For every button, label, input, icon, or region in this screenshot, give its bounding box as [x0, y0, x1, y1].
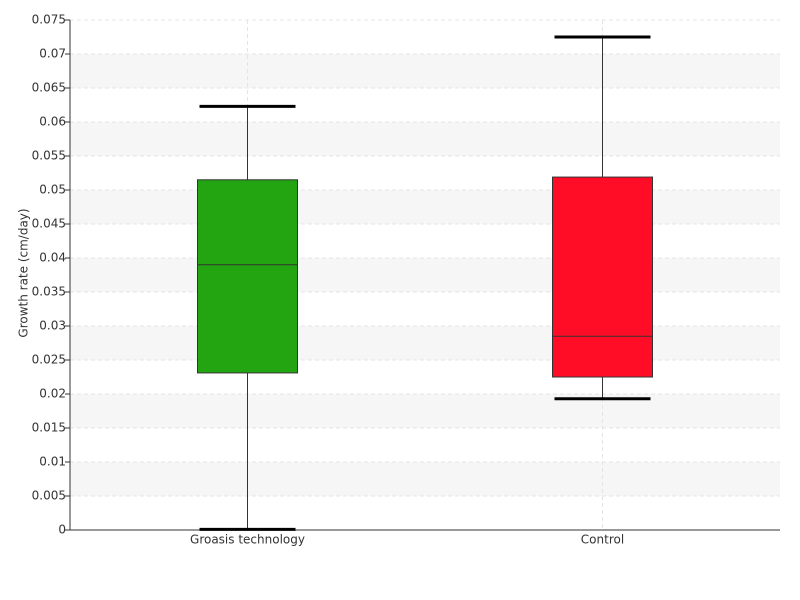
y-tick-label: 0.06 [39, 115, 66, 129]
y-tick-label: 0.055 [32, 149, 66, 163]
y-tick-label: 0.045 [32, 217, 66, 231]
box [197, 179, 298, 374]
y-tick-label: 0.04 [39, 251, 66, 265]
x-tick-label: Groasis technology [190, 533, 305, 547]
y-tick-label: 0.02 [39, 387, 66, 401]
y-tick-label: 0.025 [32, 353, 66, 367]
grid-band [70, 190, 780, 224]
y-axis-label: Growth rate (cm/day) [17, 208, 31, 337]
y-tick-label: 0.01 [39, 455, 66, 469]
grid-band [70, 326, 780, 360]
y-tick-label: 0.035 [32, 285, 66, 299]
grid-band [70, 394, 780, 428]
x-tick-label: Control [581, 533, 624, 547]
y-tick-label: 0.07 [39, 47, 66, 61]
grid-band [70, 122, 780, 156]
y-tick-label: 0.015 [32, 421, 66, 435]
y-tick-label: 0.03 [39, 319, 66, 333]
y-tick-label: 0.065 [32, 81, 66, 95]
grid-band [70, 462, 780, 496]
y-tick-label: 0.005 [32, 489, 66, 503]
grid-band [70, 54, 780, 88]
box [552, 176, 653, 378]
y-tick-label: 0 [58, 523, 66, 537]
y-tick-label: 0.05 [39, 183, 66, 197]
grid-band [70, 258, 780, 292]
y-tick-label: 0.075 [32, 13, 66, 27]
